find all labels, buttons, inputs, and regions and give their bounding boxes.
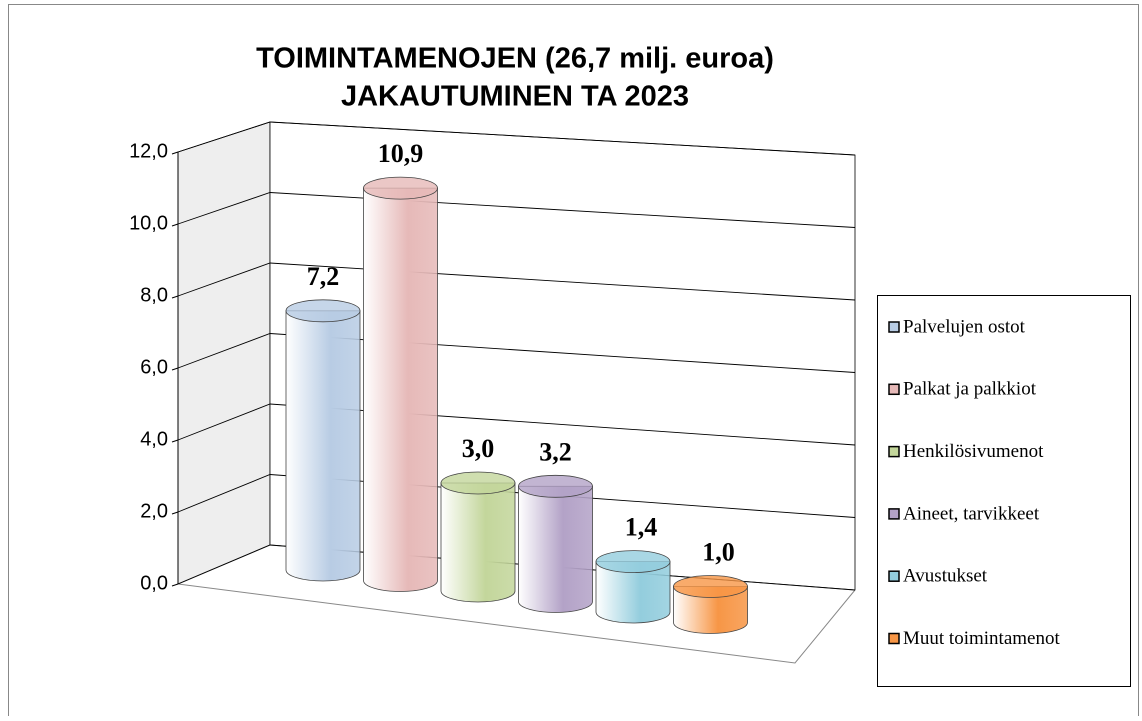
bar — [673, 575, 748, 634]
grid-line — [177, 333, 856, 373]
bar-top — [595, 550, 671, 573]
grid-line — [177, 121, 856, 156]
grid-line — [177, 403, 856, 446]
legend-marker — [888, 632, 900, 645]
bar — [285, 299, 361, 582]
bar-top — [673, 575, 748, 598]
legend-marker — [888, 383, 900, 396]
tick-mark — [171, 223, 179, 227]
y-tick-label: 10,0 — [129, 212, 168, 234]
legend-label: Henkilösivumenot — [903, 441, 1044, 462]
legend-marker — [888, 321, 900, 333]
bar — [518, 474, 593, 613]
legend — [877, 295, 1131, 687]
legend-label: Muut toimintamenot — [903, 628, 1060, 649]
bar — [595, 550, 671, 624]
tick-mark — [171, 295, 179, 299]
side-wall — [177, 121, 271, 585]
tick-mark — [171, 439, 179, 443]
bar-top — [518, 474, 593, 498]
bar — [363, 176, 438, 592]
data-label: 3,0 — [462, 434, 495, 463]
tick-mark — [171, 511, 179, 515]
legend-marker — [888, 570, 900, 582]
bar-body — [673, 586, 748, 634]
y-tick-label: 6,0 — [140, 356, 168, 378]
tick-mark — [171, 367, 179, 371]
y-tick-label: 4,0 — [140, 428, 168, 450]
legend-label: Palvelujen ostot — [903, 316, 1026, 337]
grid-line — [177, 192, 856, 228]
y-tick-label: 12,0 — [129, 140, 168, 162]
bar-body — [518, 485, 593, 613]
tick-mark — [171, 583, 179, 587]
legend-marker — [888, 445, 900, 458]
tick-mark — [171, 151, 179, 155]
data-label: 1,0 — [702, 537, 735, 566]
legend-label: Avustukset — [903, 566, 988, 587]
data-label: 1,4 — [625, 513, 658, 542]
legend-label: Aineet, tarvikkeet — [903, 503, 1040, 524]
grid-line — [177, 262, 856, 301]
data-label: 3,2 — [539, 437, 572, 466]
bar-top — [363, 176, 438, 200]
bar-body — [363, 187, 438, 592]
legend-label: Palkat ja palkkiot — [903, 379, 1037, 400]
bar-body — [440, 482, 516, 603]
y-tick-label: 2,0 — [140, 500, 168, 522]
y-tick-label: 0,0 — [140, 572, 168, 594]
data-label: 10,9 — [378, 139, 424, 168]
y-tick-label: 8,0 — [140, 284, 168, 306]
legend-marker — [888, 508, 900, 520]
bar-top — [285, 299, 361, 323]
bar — [440, 471, 516, 603]
data-label: 7,2 — [307, 262, 340, 291]
chart-title: JAKAUTUMINEN TA 2023 — [341, 81, 689, 113]
bar-top — [440, 471, 516, 495]
grid-line — [177, 474, 856, 518]
bar-body — [285, 310, 361, 582]
chart-title: TOIMINTAMENOJEN (26,7 milj. euroa) — [256, 43, 774, 75]
bar-body — [595, 561, 671, 624]
